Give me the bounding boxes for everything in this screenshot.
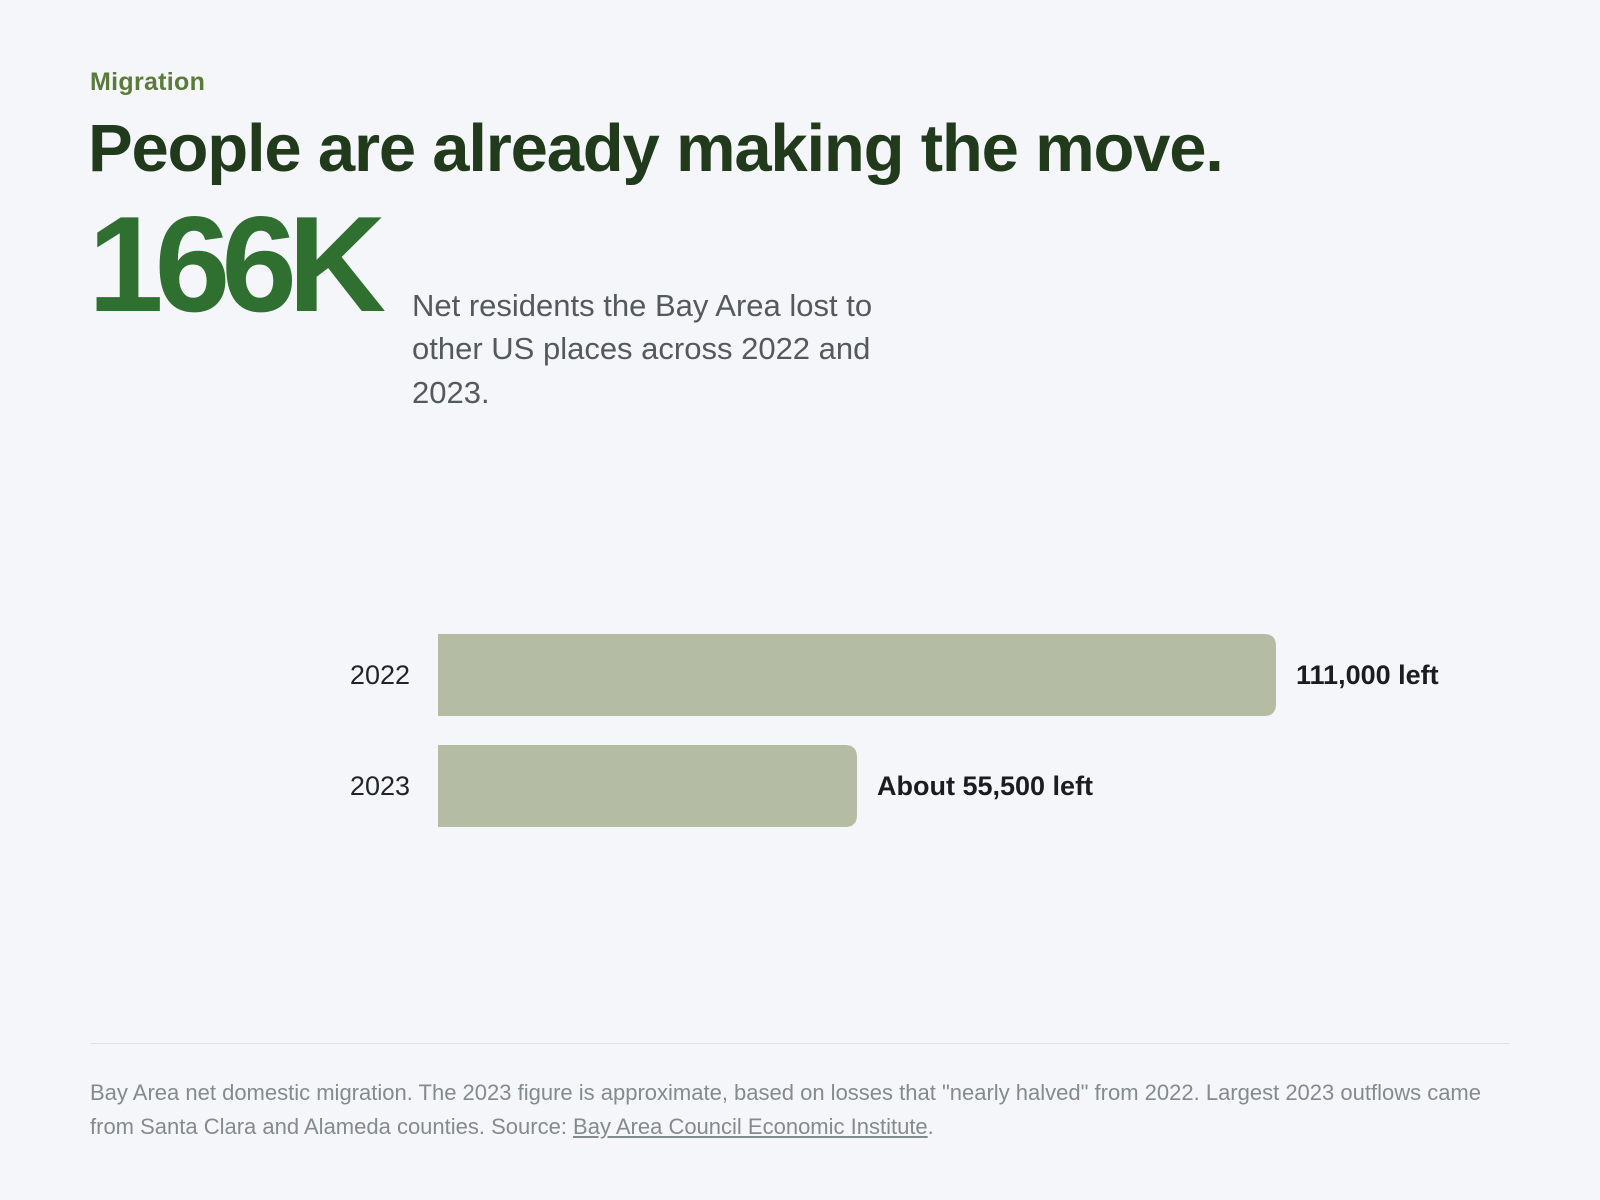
footnote: Bay Area net domestic migration. The 202… xyxy=(90,1076,1520,1144)
page-title: People are already making the move. xyxy=(88,111,1224,186)
migration-bar-chart: 2022 111,000 left 2023 About 55,500 left xyxy=(350,634,1439,827)
bar-2022 xyxy=(438,634,1276,716)
footnote-text: Bay Area net domestic migration. The 202… xyxy=(90,1080,1481,1140)
section-eyebrow: Migration xyxy=(90,68,206,96)
stat-value: 166K xyxy=(88,188,386,340)
bar-2023 xyxy=(438,745,857,827)
footnote-end: . xyxy=(927,1114,934,1140)
category-label-2023: 2023 xyxy=(350,771,410,801)
data-label-2022: 111,000 left xyxy=(1296,660,1439,690)
source-link[interactable]: Bay Area Council Economic Institute xyxy=(573,1114,928,1140)
stat-caption: Net residents the Bay Area lost to other… xyxy=(412,288,873,410)
category-label-2022: 2022 xyxy=(350,660,410,690)
divider xyxy=(90,1043,1510,1044)
data-label-2023: About 55,500 left xyxy=(877,771,1093,801)
